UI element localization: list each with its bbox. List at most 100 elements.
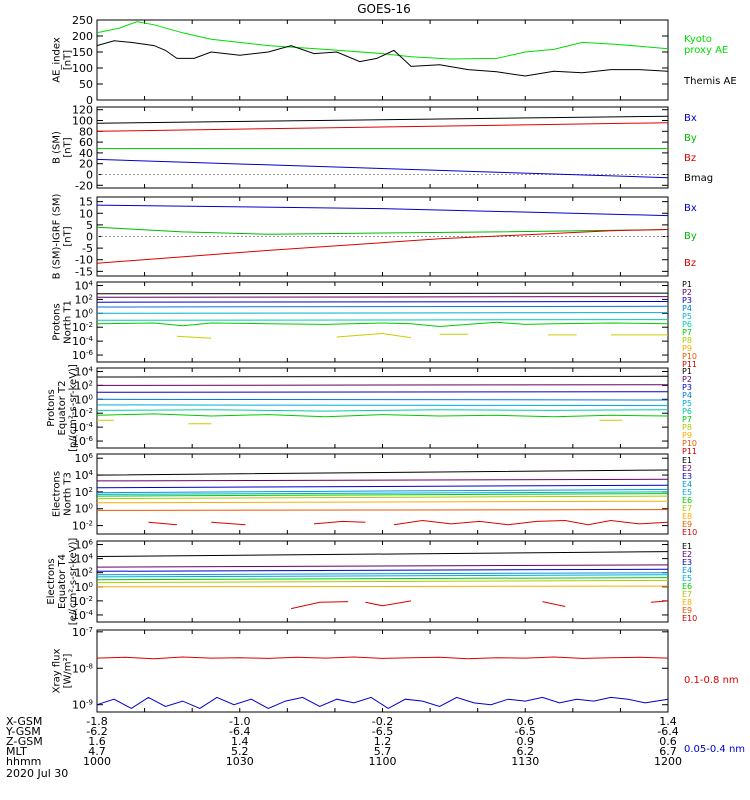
x-tick-value: 6.2: [517, 745, 535, 758]
series-line-e6: [96, 493, 669, 497]
series-line-e8: [96, 585, 669, 588]
y-tick-label: 102: [75, 293, 93, 306]
series-line-e3: [96, 568, 669, 572]
series-line-e10d: [393, 519, 669, 526]
y-axis-label: AE_index: [52, 37, 63, 83]
legend-p4: P4: [682, 391, 692, 400]
y-axis-label: Equator T2: [57, 381, 68, 436]
legend-p1: P1: [682, 280, 692, 289]
legend-p5: P5: [682, 312, 692, 321]
series-line-e10d: [650, 600, 669, 603]
y-axis-label: [W/m²]: [63, 653, 74, 688]
legend-p6: P6: [682, 320, 692, 329]
series-line-bz: [96, 122, 669, 132]
legend-p3: P3: [682, 383, 692, 392]
y-axis-label: Electrons: [46, 558, 57, 604]
y-axis-label: [nT]: [63, 137, 74, 157]
legend-e1: E1: [682, 456, 692, 465]
y-tick-label: 100: [75, 581, 93, 594]
y-axis-label: B (SM)-IGRF (SM): [52, 194, 63, 280]
series-line-p5: [96, 404, 669, 407]
y-axis-label: B (SM): [52, 131, 63, 164]
y-tick-label: -20: [75, 179, 93, 192]
y-axis-label: [e/(cm²-s-sr-keV)]: [68, 538, 79, 626]
y-tick-label: 50: [79, 78, 93, 91]
legend-p3: P3: [682, 296, 692, 305]
x-row-label: Y-GSM: [5, 725, 41, 738]
x-tick-value: -6.5: [515, 725, 536, 738]
y-axis-label: [p/(cm²-s-sr-keV)]: [68, 364, 79, 452]
series-line-e9: [96, 509, 669, 511]
y-tick-label: 102: [75, 379, 93, 392]
plot-title: GOES-16: [357, 2, 411, 16]
legend-e8: E8: [682, 512, 692, 521]
x-tick-value: 1.4: [659, 715, 677, 728]
legend-p10: P10: [682, 352, 697, 361]
series-line-e10b: [211, 521, 246, 526]
x-row-label: Z-GSM: [6, 735, 43, 748]
panel-xray: 10-9 10-8 10-7 Xray flux [W/m²] 0.1-0.8 nm 0.0…: [52, 626, 746, 755]
series-line-p3: [96, 391, 669, 393]
legend-p5: P5: [682, 399, 692, 408]
legend-p9: P9: [682, 431, 692, 440]
series-line-e10a: [290, 601, 349, 610]
series-line-e1: [96, 469, 669, 476]
y-axis-label: Electrons: [52, 471, 63, 517]
legend-p2: P2: [682, 288, 692, 297]
y-tick-label: 15: [79, 196, 93, 209]
y-tick-label: 100: [75, 503, 93, 516]
series-line-bz: [96, 229, 669, 264]
y-tick-label: -5: [82, 242, 93, 255]
y-tick-label: 250: [72, 14, 93, 27]
series-line-e5: [96, 491, 669, 495]
series-line-p5: [96, 312, 669, 314]
series-line-e6: [96, 577, 669, 581]
y-tick-label: 80: [79, 125, 93, 138]
x-tick-value: 1000: [83, 755, 111, 768]
series-line-0-1-0-8-nm: [96, 656, 669, 660]
series-line-e2: [96, 478, 669, 482]
legend-e10: E10: [682, 528, 697, 537]
series-line-p3: [96, 301, 669, 303]
y-tick-label: 0: [86, 169, 93, 182]
x-tick-value: 0.6: [659, 735, 677, 748]
x-tick-value: 1.4: [231, 735, 249, 748]
y-tick-label: -15: [75, 265, 93, 278]
series-line-p6: [96, 409, 669, 412]
x-tick-value: -0.2: [372, 715, 393, 728]
y-axis-label: North T3: [63, 472, 74, 516]
series-line-p2: [96, 296, 669, 298]
y-tick-label: 102: [75, 486, 93, 499]
x-tick-value: -6.4: [657, 725, 678, 738]
y-tick-label: 10-2: [72, 321, 93, 334]
series-line-e1: [96, 551, 669, 557]
y-tick-label: 10-9: [72, 699, 93, 712]
legend-by: By: [684, 133, 697, 144]
legend-bx: Bx: [684, 113, 697, 124]
y-tick-label: 0: [86, 231, 93, 244]
legend-e10: E10: [682, 614, 697, 623]
legend-e9: E9: [682, 520, 692, 529]
series-line-bx: [96, 158, 669, 179]
series-line-p4: [96, 398, 669, 401]
y-tick-label: 120: [72, 104, 93, 117]
series-line-e2: [96, 564, 669, 568]
x-tick-value: 1130: [511, 755, 539, 768]
y-tick-label: 200: [72, 30, 93, 43]
y-tick-label: 0: [86, 94, 93, 107]
series-line-e10a: [148, 521, 177, 526]
series-line-e4: [96, 572, 669, 576]
legend-p11: P11: [682, 447, 697, 456]
x-tick-value: 0.9: [517, 735, 535, 748]
legend-e5: E5: [682, 488, 692, 497]
series-line-p8b: [336, 332, 412, 339]
series-line-bx: [96, 204, 669, 217]
series-line-by: [96, 226, 669, 235]
legend-p1: P1: [682, 367, 692, 376]
y-tick-label: 10-6: [72, 349, 94, 362]
legend-p8: P8: [682, 423, 692, 432]
